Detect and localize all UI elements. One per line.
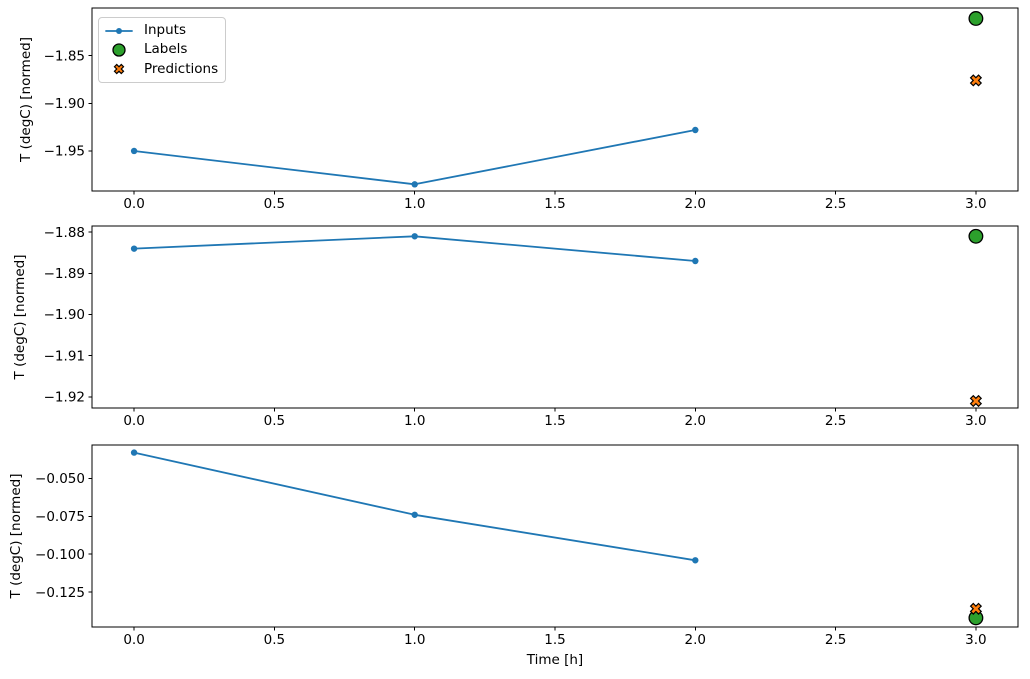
x-ticks: 0.0 0.5 1.0 1.5 2.0 2.5 3.0 [123, 627, 987, 648]
inputs-point-marker [130, 147, 138, 155]
y-axis-label: T (degC) [normed] [18, 37, 34, 163]
inputs-point-marker [130, 449, 138, 456]
inputs-point-marker [692, 126, 699, 134]
y-tick-label: −1.92 [44, 390, 85, 406]
x-tick-label: 1.5 [544, 632, 565, 648]
x-tick-label: 0.0 [123, 632, 144, 648]
x-tick-label: 1.0 [404, 632, 425, 648]
y-tick-label: −1.88 [44, 225, 85, 241]
predictions-marker [969, 74, 983, 87]
inputs-dot-icon [116, 27, 122, 34]
y-tick-label: −1.90 [44, 96, 85, 112]
inputs-point-marker [411, 233, 418, 240]
predictions-marker-sample-icon [113, 63, 125, 75]
y-tick-label: −0.100 [35, 547, 85, 563]
x-tick-label: 2.5 [825, 632, 846, 648]
x-tick-label: 0.0 [123, 196, 144, 212]
legend-item-labels: Labels [104, 40, 219, 59]
x-ticks: 0.0 0.5 1.0 1.5 2.0 2.5 3.0 [123, 408, 987, 429]
inputs-point-marker [411, 511, 418, 518]
labels-marker [968, 610, 984, 626]
legend: Inputs Labels Predictions [98, 17, 226, 83]
predictions-marker [969, 602, 983, 615]
x-tick-label: 3.0 [965, 413, 986, 429]
legend-label-labels: Labels [144, 41, 188, 58]
labels-marker-sample-icon [112, 43, 126, 57]
y-tick-label: −1.85 [44, 48, 85, 64]
predictions-x-icon [113, 63, 125, 75]
subplot-3: 0.0 0.5 1.0 1.5 2.0 2.5 3.0−0.050−0.075−0.100−… [8, 444, 1019, 668]
x-tick-label: 1.0 [404, 196, 425, 212]
y-tick-label: −1.89 [44, 266, 85, 282]
x-tick-label: 1.5 [544, 413, 565, 429]
predictions-marker [969, 394, 983, 408]
axes-frame [91, 7, 1019, 192]
y-tick-label: −0.125 [35, 585, 85, 601]
x-tick-label: 0.0 [123, 413, 144, 429]
y-ticks: −1.85 −1.90 −1.95 [44, 48, 92, 160]
x-tick-label: 3.0 [965, 632, 986, 648]
y-axis-label: T (degC) [normed] [8, 474, 24, 600]
subplot-1: 0.0 0.5 1.0 1.5 2.0 2.5 3.0 −1.85 −1.90 −1.95 T (d… [18, 7, 1019, 212]
legend-label-inputs: Inputs [144, 22, 186, 39]
x-tick-label: 0.5 [264, 413, 285, 429]
labels-marker [968, 228, 984, 244]
inputs-line [133, 129, 697, 186]
x-tick-label: 3.0 [965, 196, 986, 212]
y-tick-label: −1.95 [44, 144, 85, 160]
x-tick-label: 0.5 [264, 632, 285, 648]
labels-marker [968, 11, 984, 26]
x-tick-label: 1.0 [404, 413, 425, 429]
x-tick-label: 2.0 [685, 196, 706, 212]
labels-circle-icon [112, 43, 126, 57]
x-tick-label: 2.0 [685, 413, 706, 429]
y-tick-label: −0.075 [35, 509, 85, 525]
y-tick-label: −1.90 [44, 307, 85, 323]
inputs-point-marker [692, 257, 699, 265]
x-tick-label: 2.0 [685, 632, 706, 648]
legend-label-predictions: Predictions [144, 60, 219, 77]
axes-frame [91, 225, 1019, 409]
subplot-2: 0.0 0.5 1.0 1.5 2.0 2.5 3.0 −1.88 −1.89 −1.90 −1.9… [12, 225, 1019, 429]
x-tick-label: 0.5 [264, 196, 285, 212]
y-axis-label: T (degC) [normed] [12, 255, 28, 381]
x-tick-label: 2.5 [825, 413, 846, 429]
y-tick-label: −1.91 [44, 348, 85, 364]
axes-frame [91, 444, 1019, 628]
x-axis-label: Time [h] [526, 652, 583, 668]
x-tick-label: 2.5 [825, 196, 846, 212]
inputs-point-marker [130, 245, 138, 252]
legend-item-inputs: Inputs [104, 21, 219, 40]
inputs-point-marker [692, 557, 699, 564]
x-ticks: 0.0 0.5 1.0 1.5 2.0 2.5 3.0 [123, 191, 987, 212]
inputs-point-marker [411, 181, 418, 188]
y-ticks: −0.050 −0.075 −0.100 −0.125 [35, 471, 92, 601]
inputs-line [133, 451, 697, 562]
inputs-line-sample-icon [105, 27, 133, 34]
inputs-line [133, 235, 697, 262]
legend-item-predictions: Predictions [104, 60, 219, 79]
y-ticks: −1.88 −1.89 −1.90 −1.91 −1.92 [44, 225, 92, 406]
y-tick-label: −0.050 [35, 471, 85, 487]
x-tick-label: 1.5 [544, 196, 565, 212]
